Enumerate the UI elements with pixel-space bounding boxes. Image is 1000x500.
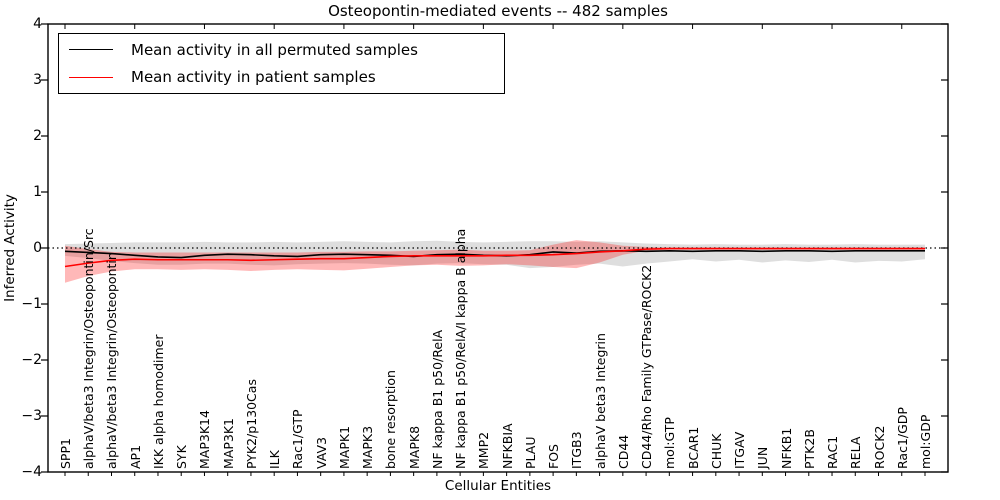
x-tick-label: PLAU: [522, 436, 538, 470]
y-tick-label: 0: [33, 240, 42, 256]
legend-label-patient: Mean activity in patient samples: [131, 68, 376, 87]
legend-item-permuted: Mean activity in all permuted samples: [59, 38, 504, 62]
x-tick-label: PYK2/p130Cas: [243, 379, 259, 469]
x-tick-label: SYK: [174, 445, 190, 469]
x-tick-label: mol:GDP: [918, 414, 933, 469]
y-tick-label: 3: [33, 72, 42, 88]
x-tick-label: MAPK8: [406, 425, 422, 469]
x-tick-label: ROCK2: [871, 425, 887, 469]
y-tick-label: −2: [21, 352, 42, 368]
y-tick-label: 2: [33, 128, 42, 144]
x-tick-label: MAPK1: [336, 425, 352, 469]
x-tick-label: Rac1/GTP: [290, 409, 306, 469]
x-axis-label: Cellular Entities: [444, 478, 552, 494]
x-tick-label: CD44: [615, 434, 631, 469]
x-tick-label: SPP1: [58, 438, 73, 469]
y-tick-label: −3: [21, 408, 42, 424]
x-tick-label: NFKB1: [778, 427, 794, 469]
x-tick-label: bone resorption: [383, 370, 399, 469]
x-tick-label: alphaV beta3 Integrin: [592, 333, 608, 469]
x-tick-label: VAV3: [313, 436, 329, 469]
x-tick-label: JUN: [755, 446, 771, 469]
y-tick-label: −1: [21, 296, 42, 312]
x-tick-label: ITGAV: [732, 431, 748, 469]
x-tick-label: NF kappa B1 p50/RelA: [429, 329, 445, 469]
x-tick-label: alphaV/beta3 Integrin/Osteopontin: [104, 252, 120, 469]
legend-item-patient: Mean activity in patient samples: [59, 65, 504, 89]
y-tick-label: 4: [33, 16, 42, 32]
legend-line-sample-permuted: [69, 49, 113, 51]
x-tick-label: MMP2: [476, 431, 492, 469]
x-tick-label: ITGB3: [569, 431, 585, 469]
x-tick-label: alphaV/beta3 Integrin/Osteopontin/Src: [81, 228, 97, 469]
x-tick-label: Rac1/GDP: [894, 407, 910, 469]
y-tick-label: 1: [33, 184, 42, 200]
legend: Mean activity in all permuted samples Me…: [58, 33, 505, 94]
chart-title: Osteopontin-mediated events -- 482 sampl…: [328, 2, 668, 20]
x-tick-label: MAP3K1: [220, 418, 236, 469]
y-tick-label: −4: [21, 464, 42, 480]
x-tick-label: NFKBIA: [499, 423, 515, 469]
x-tick-label: MAPK3: [360, 425, 376, 469]
legend-label-permuted: Mean activity in all permuted samples: [131, 40, 418, 59]
x-tick-label: BCAR1: [685, 426, 701, 469]
x-tick-label: MAP3K14: [197, 410, 213, 469]
x-tick-label: FOS: [546, 444, 562, 469]
mean-line-patient: [64, 247, 925, 268]
x-tick-label: ILK: [267, 450, 283, 469]
x-tick-label: CHUK: [708, 433, 724, 469]
legend-line-sample-patient: [69, 76, 113, 78]
x-tick-label: CD44/Rho Family GTPase/ROCK2: [639, 264, 655, 469]
x-tick-label: NF kappa B1 p50/RelA/I kappa B alpha: [453, 228, 469, 469]
x-tick-label: AP1: [127, 444, 143, 469]
x-tick-label: mol:GTP: [662, 417, 678, 469]
x-tick-label: RAC1: [825, 435, 841, 469]
x-tick-label: PTK2B: [801, 429, 817, 469]
confidence-band-patient: [65, 240, 925, 283]
x-tick-label: IKK alpha homodimer: [150, 334, 166, 470]
x-tick-label: RELA: [848, 436, 864, 469]
